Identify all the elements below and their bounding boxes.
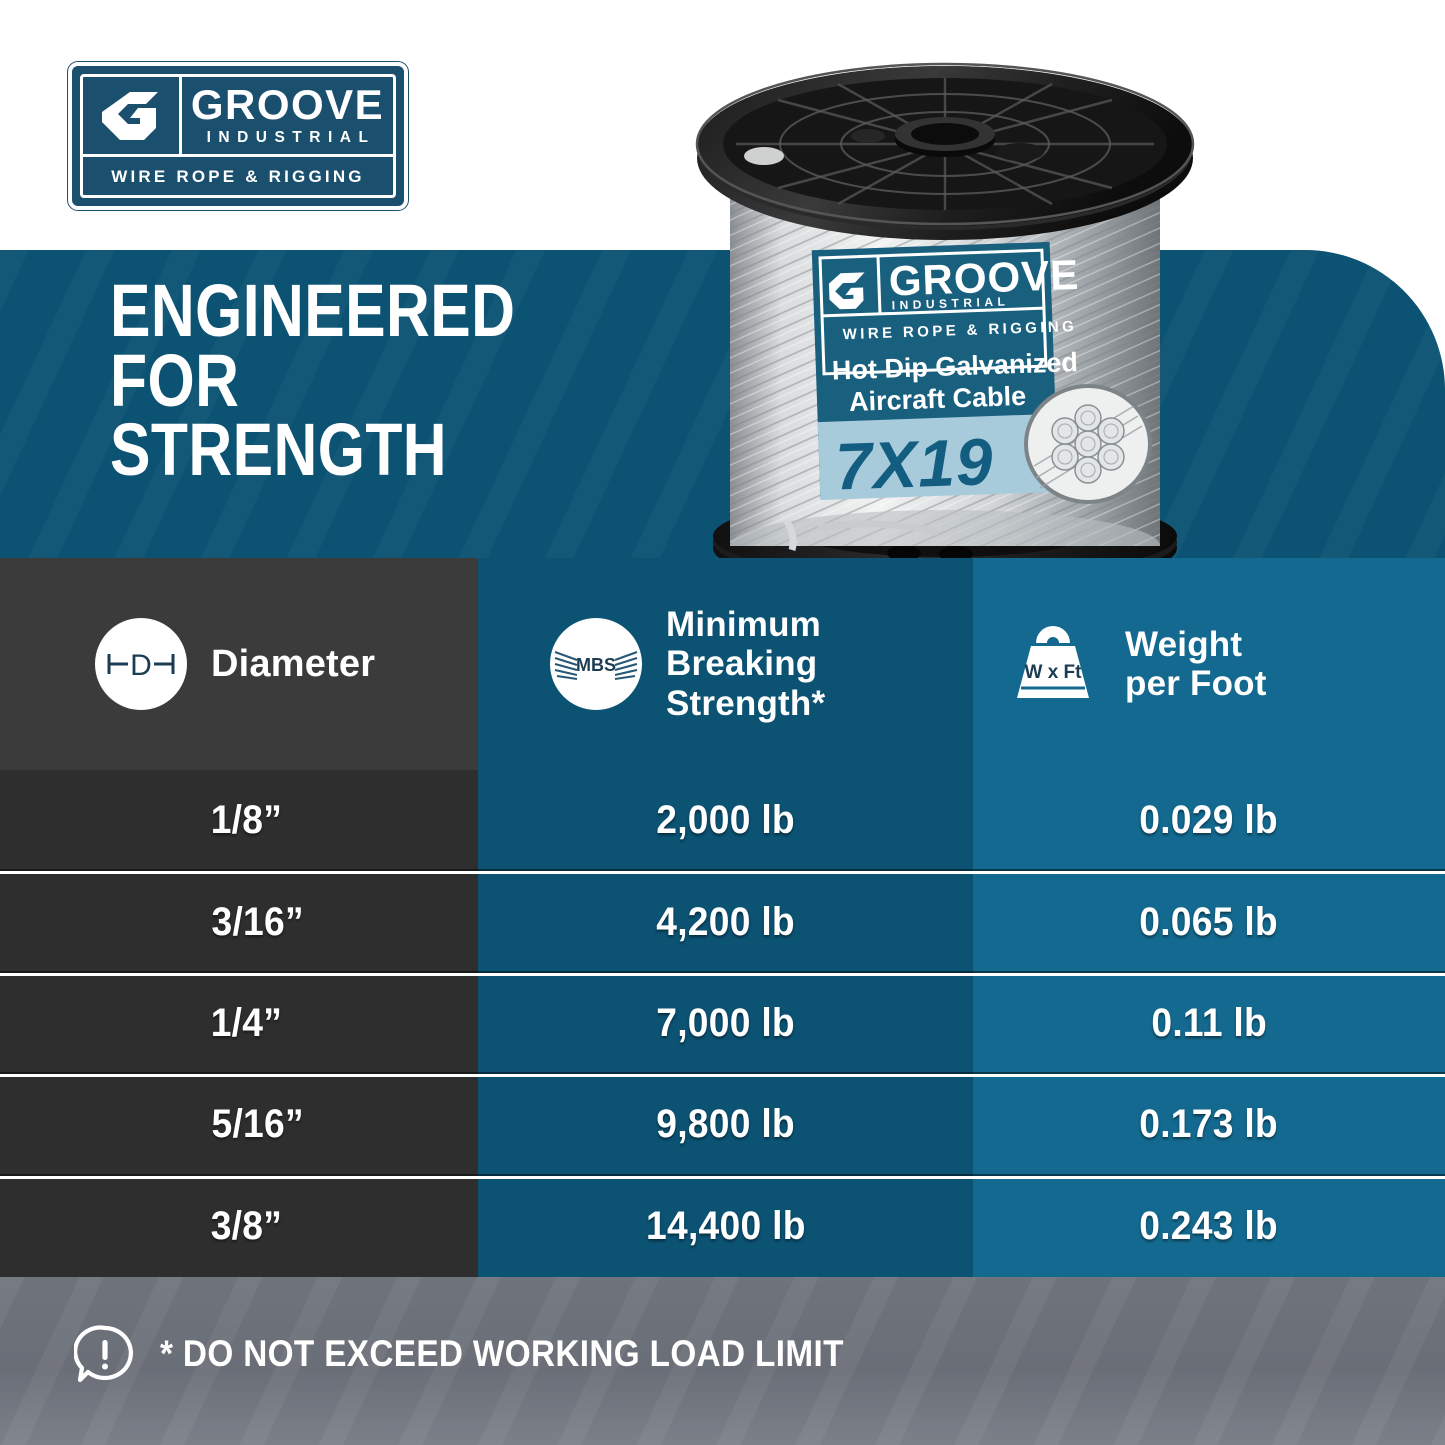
header-label-weight: Weight per Foot xyxy=(1125,625,1267,703)
header-label-weight-line2: per Foot xyxy=(1125,664,1267,703)
header-label-mbs: Minimum Breaking Strength* xyxy=(666,605,825,723)
cell-diameter: 3/8” xyxy=(0,1175,478,1277)
header-cell-mbs: MBS Minimum Breaking Strength* xyxy=(478,558,973,770)
svg-text:D: D xyxy=(130,649,152,682)
brand-logo: GROOVE INDUSTRIAL WIRE ROPE & RIGGING xyxy=(68,62,408,210)
svg-text:Aircraft Cable: Aircraft Cable xyxy=(849,381,1027,417)
header-label-mbs-line1: Minimum xyxy=(666,605,822,645)
value-diameter: 3/16” xyxy=(211,899,304,944)
footer-warning-bar: * DO NOT EXCEED WORKING LOAD LIMIT xyxy=(0,1277,1445,1445)
cell-diameter: 1/8” xyxy=(0,770,478,872)
svg-text:W x Ft: W x Ft xyxy=(1025,662,1083,683)
cell-mbs: 7,000 lb xyxy=(478,972,973,1075)
header-label-weight-line1: Weight xyxy=(1125,624,1243,664)
cell-diameter: 1/4” xyxy=(0,972,478,1075)
value-diameter: 1/4” xyxy=(210,1000,283,1045)
brand-name: GROOVE xyxy=(190,81,385,129)
header-cell-weight: W x Ft Weight per Foot xyxy=(973,558,1445,770)
table-row: 3/16” 4,200 lb 0.065 lb xyxy=(0,869,1445,973)
cell-weight: 0.065 lb xyxy=(973,871,1445,973)
svg-text:INDUSTRIAL: INDUSTRIAL xyxy=(891,294,1009,312)
hero-title-line1: ENGINEERED xyxy=(110,269,516,352)
hero-banner: ENGINEERED FOR STRENGTH xyxy=(0,250,1445,560)
header-cell-diameter: D Diameter xyxy=(0,558,478,770)
svg-text:7X19: 7X19 xyxy=(834,424,995,503)
value-diameter: 3/8” xyxy=(210,1203,283,1248)
value-diameter: 1/8” xyxy=(210,798,283,843)
brand-tagline: WIRE ROPE & RIGGING xyxy=(111,166,365,186)
table-row: 1/8” 2,000 lb 0.029 lb xyxy=(0,770,1445,872)
cell-mbs: 2,000 lb xyxy=(478,770,973,872)
spec-table-header: D Diameter xyxy=(0,558,1445,770)
table-row: 3/8” 14,400 lb 0.243 lb xyxy=(0,1173,1445,1277)
cell-weight: 0.029 lb xyxy=(973,770,1445,872)
weight-icon: W x Ft xyxy=(1005,618,1101,710)
footer-note: * DO NOT EXCEED WORKING LOAD LIMIT xyxy=(160,1333,844,1374)
diameter-icon: D xyxy=(95,618,187,710)
cell-weight: 0.173 lb xyxy=(973,1074,1445,1176)
footer-stripe-texture xyxy=(0,1277,1445,1445)
product-spool-image: GROOVE INDUSTRIAL WIRE ROPE & RIGGING Ho… xyxy=(668,8,1228,588)
brand-logo-wordmark: GROOVE INDUSTRIAL xyxy=(182,81,393,147)
value-weight: 0.243 lb xyxy=(1139,1203,1279,1248)
cell-mbs: 4,200 lb xyxy=(478,871,973,973)
hero-stripe-texture xyxy=(0,250,1445,560)
footer-content: * DO NOT EXCEED WORKING LOAD LIMIT xyxy=(74,1323,920,1385)
table-row: 5/16” 9,800 lb 0.173 lb xyxy=(0,1072,1445,1176)
value-weight: 0.029 lb xyxy=(1139,798,1279,843)
spec-table: D Diameter xyxy=(0,558,1445,1277)
hero-title-line2: FOR STRENGTH xyxy=(110,338,448,492)
spool-label: GROOVE INDUSTRIAL WIRE ROPE & RIGGING Ho… xyxy=(811,241,1152,504)
cell-diameter: 5/16” xyxy=(0,1074,478,1176)
header-label-mbs-line3: Strength* xyxy=(666,683,826,723)
cable-cross-section-badge xyxy=(1024,384,1152,504)
cell-diameter: 3/16” xyxy=(0,871,478,973)
header-label-mbs-line2: Breaking xyxy=(666,644,818,684)
svg-text:GROOVE: GROOVE xyxy=(888,251,1080,305)
brand-subname: INDUSTRIAL xyxy=(206,129,376,147)
cell-mbs: 14,400 lb xyxy=(478,1175,973,1277)
header-label-diameter: Diameter xyxy=(211,642,376,685)
cell-weight: 0.243 lb xyxy=(973,1175,1445,1277)
table-row: 1/4” 7,000 lb 0.11 lb xyxy=(0,970,1445,1075)
brand-logo-top: GROOVE INDUSTRIAL xyxy=(83,77,393,157)
brand-logo-bottom: WIRE ROPE & RIGGING xyxy=(83,157,393,195)
value-diameter: 5/16” xyxy=(211,1102,304,1147)
value-weight: 0.11 lb xyxy=(1151,1000,1267,1045)
cell-mbs: 9,800 lb xyxy=(478,1074,973,1176)
brand-logo-frame: GROOVE INDUSTRIAL WIRE ROPE & RIGGING xyxy=(80,74,396,198)
groove-g-monogram-icon xyxy=(83,77,182,154)
value-weight: 0.065 lb xyxy=(1139,899,1279,944)
value-mbs: 9,800 lb xyxy=(656,1102,795,1147)
warning-exclamation-icon xyxy=(74,1323,136,1385)
mbs-icon: MBS xyxy=(550,618,642,710)
value-mbs: 2,000 lb xyxy=(656,798,795,843)
value-mbs: 14,400 lb xyxy=(645,1203,806,1248)
cell-weight: 0.11 lb xyxy=(973,972,1445,1075)
page-title: ENGINEERED FOR STRENGTH xyxy=(110,274,569,492)
value-mbs: 7,000 lb xyxy=(656,1000,795,1045)
value-mbs: 4,200 lb xyxy=(656,899,795,944)
svg-text:MBS: MBS xyxy=(576,655,616,675)
value-weight: 0.173 lb xyxy=(1139,1102,1279,1147)
